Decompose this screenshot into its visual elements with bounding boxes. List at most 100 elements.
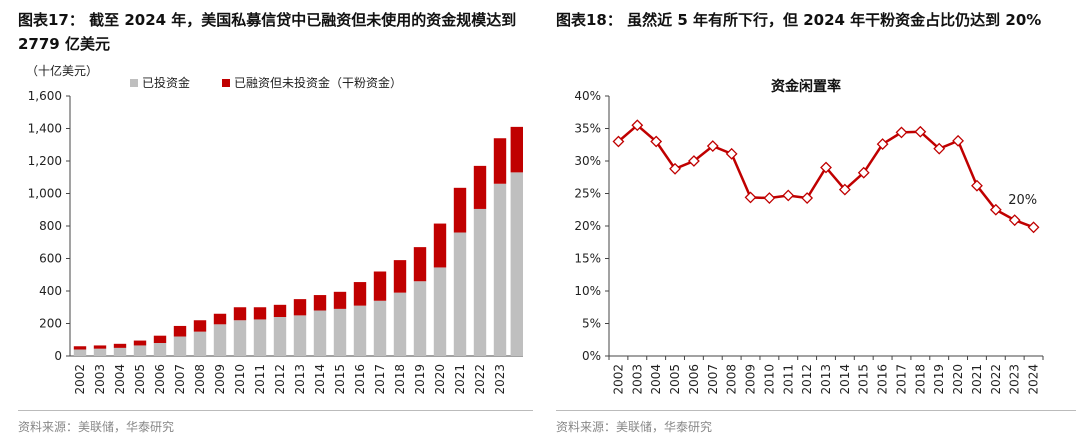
bar-invested [453, 232, 467, 356]
y-tick-label: 1,200 [28, 154, 62, 168]
bar-invested [133, 345, 147, 356]
bar-dry-powder [433, 223, 447, 268]
data-point [725, 147, 738, 160]
data-point [782, 189, 795, 202]
x-tick-label: 2002 [611, 364, 625, 395]
bar-dry-powder [93, 345, 107, 349]
x-tick-label: 2010 [233, 364, 247, 395]
data-point [650, 135, 663, 148]
bar-dry-powder [393, 260, 407, 293]
x-tick-label: 2014 [838, 364, 852, 395]
data-point [706, 140, 719, 152]
data-point [952, 134, 965, 147]
bar-dry-powder [113, 343, 127, 348]
x-tick-label: 2006 [153, 364, 167, 395]
y-tick-label: 5% [582, 317, 601, 331]
data-point [989, 203, 1002, 216]
y-tick-label: 0% [582, 349, 601, 363]
y-tick-label: 20% [574, 219, 601, 233]
data-point [876, 138, 889, 151]
bar-dry-powder [353, 282, 367, 306]
bar-dry-powder [193, 320, 207, 332]
data-point [933, 142, 946, 155]
y-tick-label: 800 [39, 219, 62, 233]
y-tick-label: 600 [39, 252, 62, 266]
legend: 已投资金 已融资但未投资金（干粉资金） [130, 75, 402, 90]
x-tick-label: 2010 [762, 364, 776, 395]
x-tick-label: 2011 [781, 364, 795, 395]
x-tick-label: 2016 [353, 364, 367, 395]
x-tick-label: 2018 [913, 364, 927, 395]
x-tick-label: 2004 [649, 364, 663, 395]
bar-invested [493, 183, 507, 356]
x-tick-label: 2012 [800, 364, 814, 395]
bar-invested [173, 336, 187, 356]
legend-label: 已融资但未投资金（干粉资金） [234, 75, 402, 90]
bar-invested [193, 331, 207, 356]
y-unit-label: （十亿美元） [26, 63, 98, 78]
bar-invested [413, 281, 427, 356]
x-tick-label: 2013 [293, 364, 307, 395]
x-tick-label: 2004 [113, 364, 127, 395]
source-divider [556, 410, 1076, 411]
bar-dry-powder [73, 346, 87, 350]
y-tick-label: 15% [574, 252, 601, 266]
data-point [820, 161, 832, 174]
x-tick-label: 2021 [453, 364, 467, 395]
y-tick-label: 200 [39, 317, 62, 331]
bar-dry-powder [273, 304, 287, 317]
x-tick-label: 2009 [744, 364, 758, 395]
x-tick-label: 2002 [73, 364, 87, 395]
bar-invested [510, 172, 523, 356]
data-label-2024: 20% [1008, 193, 1037, 208]
bar-invested [353, 305, 367, 356]
bar-invested [393, 292, 407, 356]
figure-title-17: 图表17： 截至 2024 年，美国私募信贷中已融资但未使用的资金规模达到 27… [18, 11, 517, 53]
bar-invested [293, 315, 307, 356]
bar-dry-powder [473, 165, 487, 209]
y-tick-label: 1,000 [28, 187, 62, 201]
x-tick-label: 2017 [894, 364, 908, 395]
y-tick-label: 30% [574, 154, 601, 168]
data-point [763, 192, 776, 204]
bar-dry-powder [213, 313, 227, 325]
line-chart: 资金闲置率 0% 5% 10% 15% 20% 25% 30% 35% 40% 2002 2003 20… [574, 78, 1044, 395]
x-tick-label: 2022 [473, 364, 487, 395]
data-point [669, 162, 681, 175]
x-tick-label: 2017 [373, 364, 387, 395]
x-tick-label: 2019 [413, 364, 427, 395]
panel-idle-rate: 图表18： 虽然近 5 年有所下行，但 2024 年干粉资金占比仍达到 20% … [548, 0, 1080, 442]
y-tick-label: 1,600 [28, 89, 62, 103]
y-tick-label: 10% [574, 284, 601, 298]
x-tick-label: 2003 [93, 364, 107, 395]
bar-invested [473, 208, 487, 356]
bar-dry-powder [293, 299, 307, 316]
x-tick-label: 2007 [173, 364, 187, 395]
bar-dry-powder [133, 340, 147, 346]
legend-label: 已投资金 [142, 75, 190, 90]
source-note-right: 资料来源：美联储，华泰研究 [556, 420, 713, 434]
bar-dry-powder [313, 295, 327, 311]
x-tick-label: 2008 [725, 364, 739, 395]
x-tick-label: 2013 [819, 364, 833, 395]
bar-invested [333, 308, 347, 356]
x-tick-label: 2003 [630, 364, 644, 395]
data-point [857, 166, 870, 179]
legend-swatch [130, 79, 138, 87]
panel-dry-powder-amount: 图表17： 截至 2024 年，美国私募信贷中已融资但未使用的资金规模达到 27… [18, 11, 533, 434]
bar-invested [73, 349, 87, 356]
x-tick-label: 2015 [857, 364, 871, 395]
legend-swatch [222, 79, 230, 87]
data-point [631, 119, 644, 132]
y-tick-label: 25% [574, 187, 601, 201]
x-tick-label: 2023 [1008, 364, 1022, 395]
bar-invested [273, 317, 287, 356]
x-tick-label: 2020 [433, 364, 447, 395]
x-tick-label: 2008 [193, 364, 207, 395]
bar-dry-powder [253, 307, 267, 320]
bar-dry-powder [373, 271, 387, 301]
x-tick-label: 2024 [1027, 364, 1041, 395]
x-tick-label: 2005 [133, 364, 147, 395]
x-tick-label: 2007 [706, 364, 720, 395]
data-point [801, 192, 814, 204]
